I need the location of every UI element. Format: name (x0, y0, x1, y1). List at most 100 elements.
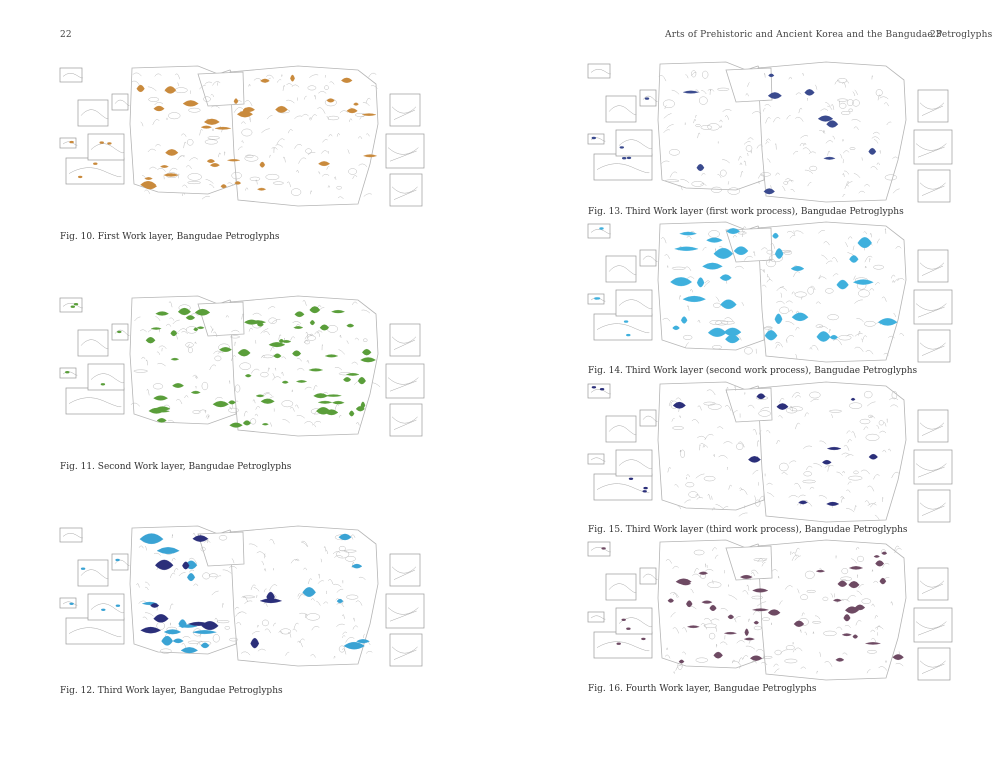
layer-mark (266, 591, 275, 602)
layer-mark (680, 581, 692, 586)
layer-mark (194, 308, 211, 316)
layer-mark (844, 606, 860, 614)
layer-mark (234, 181, 242, 185)
layer-mark (751, 608, 769, 612)
layer-mark (318, 161, 331, 167)
layer-mark (767, 92, 782, 99)
layer-mark (281, 340, 292, 343)
figure-13-caption: Fig. 13. Third Work layer (first work pr… (588, 207, 904, 217)
layer-mark (850, 397, 856, 401)
layer-mark (686, 600, 693, 608)
layer-mark (172, 638, 184, 644)
layer-mark (172, 383, 184, 388)
figure-15-caption: Fig. 15. Third Work layer (third work pr… (588, 525, 908, 535)
layer-mark (185, 315, 196, 321)
layer-mark (351, 563, 363, 569)
layer-mark (154, 559, 174, 571)
layer-mark (290, 74, 295, 82)
layer-mark (196, 326, 205, 330)
layer-mark (852, 634, 858, 639)
layer-mark (233, 98, 239, 104)
layer-mark (325, 394, 342, 397)
layer-mark (733, 246, 749, 255)
layer-mark (672, 325, 680, 331)
layer-mark (292, 350, 302, 357)
layer-mark (187, 621, 210, 626)
layer-mark (309, 306, 321, 314)
layer-mark (336, 598, 344, 604)
layer-mark (817, 115, 834, 122)
layer-mark (331, 310, 345, 314)
layer-mark (749, 655, 763, 661)
layer-mark (752, 588, 769, 593)
layer-mark (670, 277, 693, 287)
layer-mark (357, 377, 366, 385)
layer-mark (774, 313, 783, 324)
layer-mark (709, 604, 717, 611)
layer-mark (772, 232, 779, 239)
layer-mark (837, 580, 848, 587)
layer-mark (667, 598, 674, 603)
layer-mark (826, 446, 842, 451)
layer-mark (165, 149, 179, 156)
page-number-right: 23 (930, 30, 942, 40)
layer-mark (155, 311, 169, 316)
layer-mark (182, 561, 190, 570)
layer-mark (790, 266, 805, 272)
layer-mark (257, 187, 267, 191)
layer-mark (193, 327, 199, 332)
layer-mark (319, 324, 330, 331)
figure-11-caption: Fig. 11. Second Work layer, Bangudae Pet… (60, 462, 292, 472)
layer-mark (140, 181, 157, 188)
layer-mark (317, 400, 333, 404)
layer-mark (244, 319, 260, 325)
layer-mark (150, 327, 162, 330)
layer-mark (672, 401, 686, 409)
layer-mark (145, 337, 156, 344)
figure-12 (58, 524, 428, 672)
layer-mark (674, 246, 699, 251)
layer-mark (161, 635, 173, 646)
layer-mark (774, 248, 784, 259)
layer-mark (139, 533, 164, 544)
layer-mark (713, 247, 734, 259)
layer-mark (723, 632, 737, 635)
layer-mark (236, 110, 253, 118)
layer-mark (150, 603, 160, 608)
layer-mark (293, 326, 304, 329)
petroglyph-diagram (59, 525, 425, 667)
layer-mark (686, 625, 700, 629)
layer-mark (308, 368, 324, 372)
layer-mark (296, 380, 308, 383)
layer-mark (826, 120, 839, 128)
layer-mark (875, 560, 885, 567)
layer-mark (244, 374, 252, 378)
layer-mark (707, 327, 727, 337)
layer-mark (170, 357, 180, 361)
layer-mark (892, 654, 904, 660)
layer-mark (260, 398, 275, 404)
layer-mark (353, 102, 359, 106)
layer-mark (259, 161, 266, 168)
layer-mark (313, 393, 328, 399)
layer-mark (720, 299, 737, 309)
layer-mark (852, 279, 874, 285)
layer-mark (156, 547, 180, 555)
petroglyph-diagram (59, 65, 425, 207)
layer-mark (854, 604, 866, 611)
layer-mark (873, 555, 880, 558)
layer-mark (163, 629, 182, 635)
layer-mark (153, 614, 169, 623)
layer-mark (768, 73, 775, 78)
layer-mark (361, 113, 377, 116)
layer-mark (723, 327, 742, 337)
layer-mark (879, 577, 887, 585)
layer-mark (680, 316, 688, 324)
layer-mark (180, 647, 198, 654)
figure-14-caption: Fig. 14. Third Work layer (second work p… (588, 366, 918, 376)
layer-mark (868, 454, 878, 460)
layer-mark (848, 566, 864, 570)
layer-mark (823, 156, 836, 160)
layer-mark (362, 349, 372, 356)
layer-mark (338, 533, 352, 541)
